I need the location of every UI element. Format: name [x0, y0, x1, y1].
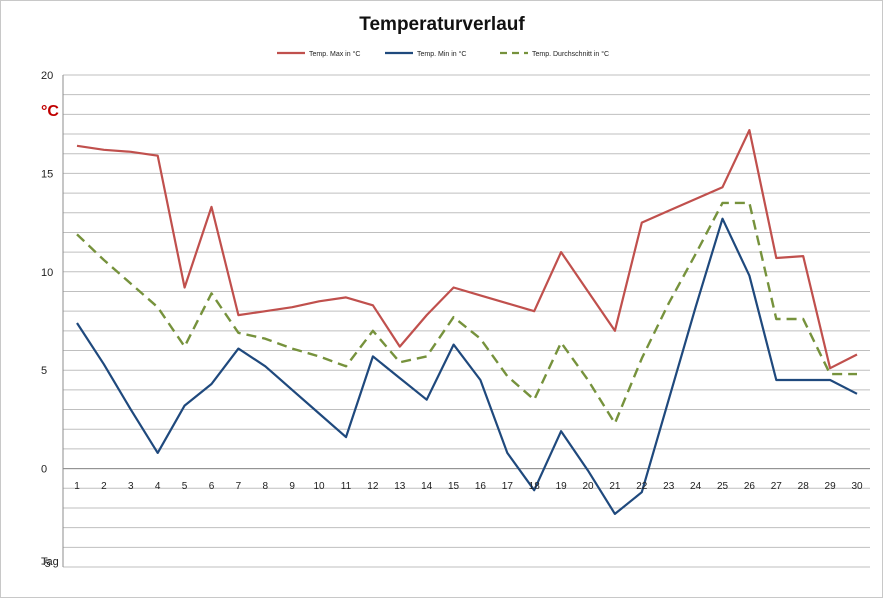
x-tick-label: 7 — [236, 481, 242, 492]
x-tick-label: 23 — [663, 481, 675, 492]
x-tick-label: 26 — [744, 481, 756, 492]
gridlines — [63, 74, 870, 568]
x-tick-label: 21 — [609, 481, 621, 492]
legend-label-3: Temp. Durchschnitt in °C — [532, 50, 609, 58]
legend-label-1: Temp. Max in °C — [309, 50, 360, 58]
x-tick-label: 8 — [262, 481, 268, 492]
x-tick-label: 19 — [556, 481, 568, 492]
x-tick-label: 11 — [341, 481, 352, 492]
y-tick-label: 0 — [41, 464, 47, 476]
y-tick-label: 20 — [41, 70, 53, 82]
x-axis-title: Tag — [41, 556, 59, 568]
y-tick-label: 15 — [41, 168, 53, 180]
x-tick-label: 15 — [448, 481, 460, 492]
x-tick-label: 6 — [209, 481, 215, 492]
x-tick-label: 25 — [717, 481, 729, 492]
legend-label-2: Temp. Min in °C — [417, 50, 466, 58]
x-tick-label: 16 — [475, 481, 487, 492]
y-axis-unit: °C — [41, 103, 59, 120]
legend: Temp. Max in °C Temp. Min in °C Temp. Durc… — [277, 50, 609, 58]
x-tick-label: 28 — [798, 481, 810, 492]
x-tick-label: 5 — [182, 481, 188, 492]
x-tick-label: 13 — [394, 481, 406, 492]
y-tick-label-min: -5 — [41, 558, 51, 570]
series-lines — [76, 129, 858, 516]
chart-title: Temperaturverlauf — [359, 14, 525, 35]
x-tick-label: 10 — [314, 481, 326, 492]
series-line-2 — [76, 217, 858, 516]
x-tick-label: 20 — [582, 481, 594, 492]
x-tick-label: 14 — [421, 481, 433, 492]
series-line-1 — [76, 129, 858, 370]
x-tick-label: 17 — [502, 481, 514, 492]
y-tick-label: 10 — [41, 267, 53, 279]
x-tick-label: 12 — [367, 481, 379, 492]
x-tick-label: 29 — [825, 481, 837, 492]
x-tick-label: 18 — [529, 481, 541, 492]
y-tick-label: 5 — [41, 365, 47, 377]
x-tick-label: 27 — [771, 481, 783, 492]
x-tick-label: 30 — [851, 481, 863, 492]
x-tick-label: 22 — [636, 481, 648, 492]
x-tick-label: 2 — [101, 481, 107, 492]
x-tick-label: 4 — [155, 481, 161, 492]
x-tick-label: 24 — [690, 481, 702, 492]
series-line-3 — [76, 201, 857, 425]
x-tick-label: 3 — [128, 481, 134, 492]
axes — [62, 75, 870, 567]
x-tick-label: 9 — [289, 481, 295, 492]
x-tick-label: 1 — [74, 481, 80, 492]
